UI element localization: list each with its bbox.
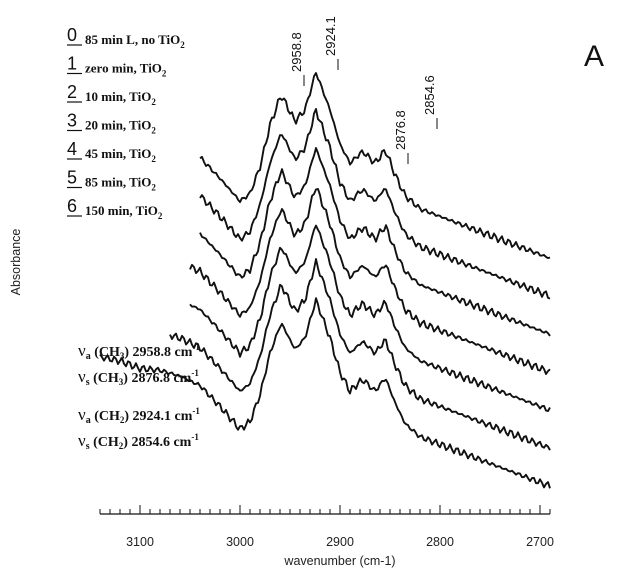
group-subscript: 3 <box>120 351 125 361</box>
y-axis-label: Absorbance <box>9 229 23 296</box>
x-axis-label: wavenumber (cm-1) <box>283 554 395 568</box>
legend-number: 3 <box>67 111 77 131</box>
group-subscript: 2 <box>119 441 124 451</box>
peak-label: 2924.1 <box>323 16 338 56</box>
legend-label-text: 20 min, TiO <box>85 118 151 133</box>
x-tick-label: 3000 <box>226 535 254 549</box>
legend-label-text: 150 min, TiO <box>85 203 158 218</box>
legend-label: 85 min, TiO2 <box>85 175 156 193</box>
legend-subscript: 2 <box>162 69 167 79</box>
peak-label: 2876.8 <box>393 110 408 150</box>
legend-number: 0 <box>67 25 77 45</box>
x-tick-label: 2800 <box>426 535 454 549</box>
group-text: (CH <box>91 409 120 424</box>
spectrum-line-2 <box>199 147 551 337</box>
legend-label-text: zero min, TiO <box>85 61 162 76</box>
assignment-value: 2924.1 cm <box>133 409 193 424</box>
legend-subscript: 2 <box>151 97 156 107</box>
group-subscript: 2 <box>120 415 125 425</box>
legend-subscript: 2 <box>151 154 156 164</box>
spectrum-line-0 <box>199 72 551 260</box>
assignment-label: νa (CH2) 2924.1 cm-1 <box>78 405 200 426</box>
legend-number: 2 <box>67 82 77 102</box>
unit-superscript: -1 <box>192 406 200 416</box>
assignment-value: 2876.8 cm <box>131 371 191 386</box>
unit-superscript: -1 <box>191 368 199 378</box>
spectrum-line-6 <box>99 297 551 489</box>
assignment-label: νs (CH2) 2854.6 cm-1 <box>78 431 199 452</box>
assignments: νa (CH3) 2958.8 cm-1νs (CH3) 2876.8 cm-1… <box>78 341 200 452</box>
legend-subscript: 2 <box>158 211 163 221</box>
group-text: (CH <box>90 371 119 386</box>
unit-superscript: -1 <box>192 342 200 352</box>
peak-label: 2958.8 <box>289 32 304 72</box>
legend-label: 10 min, TiO2 <box>85 89 156 107</box>
panel-label: A <box>584 40 604 73</box>
legend-number: 4 <box>67 139 77 159</box>
spectrum-line-5 <box>169 258 551 451</box>
nu-symbol: ν <box>78 431 86 450</box>
assignment-value: 2958.8 cm <box>133 345 193 360</box>
peak-label: 2854.6 <box>422 75 437 115</box>
group-close: ) <box>123 435 131 450</box>
mode-subscript: a <box>86 351 91 362</box>
nu-symbol: ν <box>78 367 86 386</box>
spectrum-line-1 <box>199 108 551 300</box>
group-subscript: 3 <box>119 377 124 387</box>
group-close: ) <box>124 409 132 424</box>
legend-label-text: 85 min L, no TiO <box>85 32 180 47</box>
assignment-value: 2854.6 cm <box>131 435 191 450</box>
legend-subscript: 2 <box>151 183 156 193</box>
group-close: ) <box>124 345 132 360</box>
nu-symbol: ν <box>78 405 86 424</box>
legend-label: zero min, TiO2 <box>85 61 167 79</box>
legend-label: 85 min L, no TiO2 <box>85 32 185 50</box>
nu-symbol: ν <box>78 341 86 360</box>
spectrum-line-4 <box>189 224 551 412</box>
legend-label-text: 10 min, TiO <box>85 89 151 104</box>
legend-label-text: 45 min, TiO <box>85 146 151 161</box>
group-close: ) <box>123 371 131 386</box>
mode-subscript: s <box>86 377 90 388</box>
mode-subscript: s <box>86 441 90 452</box>
legend-label-text: 85 min, TiO <box>85 175 151 190</box>
legend-subscript: 2 <box>151 126 156 136</box>
legend-number: 5 <box>67 168 77 188</box>
x-tick-label: 3100 <box>126 535 154 549</box>
legend-number: 6 <box>67 196 77 216</box>
legend-subscript: 2 <box>180 40 185 50</box>
spectra-group <box>99 72 551 489</box>
legend-label: 45 min, TiO2 <box>85 146 156 164</box>
assignment-label: νs (CH3) 2876.8 cm-1 <box>78 367 199 388</box>
legend-label: 20 min, TiO2 <box>85 118 156 136</box>
legend-number: 1 <box>67 54 77 74</box>
group-text: (CH <box>90 435 119 450</box>
group-text: (CH <box>91 345 120 360</box>
assignment-label: νa (CH3) 2958.8 cm-1 <box>78 341 200 362</box>
spectrum-line-3 <box>189 188 551 375</box>
unit-superscript: -1 <box>191 432 199 442</box>
mode-subscript: a <box>86 415 91 426</box>
x-tick-label: 2700 <box>526 535 554 549</box>
x-tick-label: 2900 <box>326 535 354 549</box>
legend-label: 150 min, TiO2 <box>85 203 163 221</box>
